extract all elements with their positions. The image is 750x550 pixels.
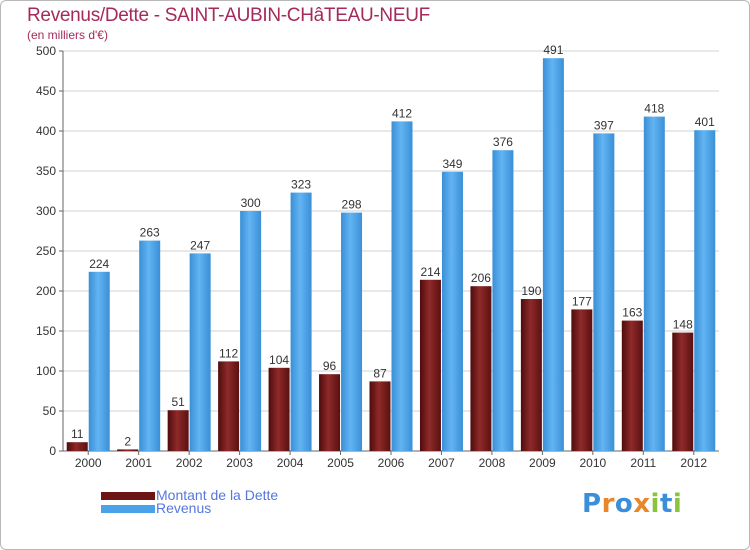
bar-debt-2003 xyxy=(218,361,240,451)
y-tick-label: 350 xyxy=(36,164,56,178)
logo-letter: o xyxy=(614,489,634,519)
logo-letter: r xyxy=(601,489,615,519)
y-tick-label: 400 xyxy=(36,124,56,138)
x-tick-label: 2004 xyxy=(277,456,304,470)
y-tick-label: 200 xyxy=(36,284,56,298)
bar-revenue-2008 xyxy=(492,150,514,451)
data-label-debt-2000: 11 xyxy=(71,427,84,441)
bars xyxy=(66,58,716,452)
bar-revenue-2000 xyxy=(88,271,110,451)
bar-revenue-2001 xyxy=(139,240,161,451)
data-label-debt-2012: 148 xyxy=(673,318,693,332)
bar-debt-2008 xyxy=(470,286,492,451)
data-label-debt-2004: 104 xyxy=(269,353,289,367)
bar-revenue-2010 xyxy=(593,133,615,451)
bar-debt-2011 xyxy=(621,320,643,451)
x-tick-label: 2003 xyxy=(226,456,253,470)
bar-debt-2009 xyxy=(520,299,542,451)
data-label-debt-2011: 163 xyxy=(622,306,642,320)
y-tick-label: 250 xyxy=(36,244,56,258)
data-label-debt-2006: 87 xyxy=(373,366,387,380)
logo-letter: i xyxy=(650,489,660,519)
x-tick-label: 2010 xyxy=(579,456,606,470)
data-label-debt-2008: 206 xyxy=(471,271,491,285)
y-tick-label: 150 xyxy=(36,324,56,338)
y-tick-label: 450 xyxy=(36,84,56,98)
data-labels: 11 224 2 263 51 247 112 300 104 323 96 298 87 412 214 3… xyxy=(71,43,715,448)
chart-subtitle: (en milliers d'€) xyxy=(27,28,108,42)
y-tick-label: 0 xyxy=(49,444,56,458)
chart-title: Revenus/Dette - SAINT-AUBIN-CHâTEAU-NEUF xyxy=(27,5,430,26)
bar-revenue-2012 xyxy=(694,130,716,451)
logo-letter: P xyxy=(582,489,602,519)
bar-debt-2007 xyxy=(419,279,441,451)
data-label-debt-2007: 214 xyxy=(420,265,440,279)
gridlines xyxy=(63,50,719,412)
bar-revenue-2009 xyxy=(542,58,564,451)
y-tick-label: 500 xyxy=(36,44,56,58)
data-label-debt-2010: 177 xyxy=(572,294,592,308)
legend-label-revenus: Revenus xyxy=(156,500,212,516)
bar-revenue-2006 xyxy=(391,121,413,452)
data-label-revenue-2011: 418 xyxy=(644,102,664,116)
y-tick-label: 300 xyxy=(36,204,56,218)
logo-letter: i xyxy=(672,489,683,519)
bar-revenue-2004 xyxy=(290,192,312,451)
bar-debt-2010 xyxy=(571,309,593,451)
logo-letter: t xyxy=(659,489,673,519)
x-tick-label: 2009 xyxy=(529,456,556,470)
x-tick-label: 2006 xyxy=(378,456,405,470)
logo-letter: x xyxy=(633,489,651,519)
bar-debt-2001 xyxy=(117,449,139,451)
x-tick-label: 2007 xyxy=(428,456,455,470)
data-label-revenue-2009: 491 xyxy=(543,43,563,57)
bar-debt-2012 xyxy=(672,332,694,451)
data-label-revenue-2001: 263 xyxy=(140,226,160,240)
bar-debt-2004 xyxy=(268,367,290,451)
data-label-revenue-2003: 300 xyxy=(241,196,261,210)
x-tick-label: 2000 xyxy=(75,456,102,470)
bar-revenue-2011 xyxy=(643,116,665,451)
bar-debt-2000 xyxy=(66,442,88,451)
x-tick-label: 2005 xyxy=(327,456,354,470)
bar-revenue-2007 xyxy=(441,171,463,452)
bar-revenue-2005 xyxy=(341,212,363,451)
x-tick-label: 2001 xyxy=(125,456,152,470)
data-label-revenue-2002: 247 xyxy=(190,238,210,252)
data-label-revenue-2004: 323 xyxy=(291,178,311,192)
data-label-debt-2009: 190 xyxy=(521,284,541,298)
data-label-debt-2005: 96 xyxy=(323,359,337,373)
bar-revenue-2002 xyxy=(189,253,211,451)
bar-revenue-2003 xyxy=(240,211,262,451)
data-label-debt-2003: 112 xyxy=(219,346,238,360)
data-label-revenue-2006: 412 xyxy=(392,106,412,120)
legend-swatch-dette xyxy=(101,492,155,500)
proxiti-logo: Proxiti xyxy=(582,489,682,519)
y-tick-label: 50 xyxy=(43,404,57,418)
data-label-revenue-2007: 349 xyxy=(442,157,462,171)
data-label-revenue-2005: 298 xyxy=(342,198,362,212)
bar-debt-2006 xyxy=(369,381,391,451)
x-tick-label: 2012 xyxy=(680,456,707,470)
data-label-revenue-2008: 376 xyxy=(493,135,513,149)
axes: 0 50 100 150 200 250 300 350 400 450 500 2000 2001 20… xyxy=(36,44,719,470)
legend-swatch-revenus xyxy=(101,505,155,513)
y-tick-label: 100 xyxy=(36,364,56,378)
bar-debt-2005 xyxy=(319,374,341,451)
bar-debt-2002 xyxy=(167,410,189,451)
data-label-revenue-2012: 401 xyxy=(695,115,715,129)
data-label-debt-2001: 2 xyxy=(124,434,131,448)
data-label-debt-2002: 51 xyxy=(171,395,185,409)
x-tick-label: 2011 xyxy=(630,456,656,470)
x-tick-label: 2002 xyxy=(176,456,203,470)
legend-label-dette: Montant de la Dette xyxy=(156,487,279,503)
data-label-revenue-2010: 397 xyxy=(594,118,614,132)
data-label-revenue-2000: 224 xyxy=(89,257,109,271)
x-tick-label: 2008 xyxy=(479,456,506,470)
